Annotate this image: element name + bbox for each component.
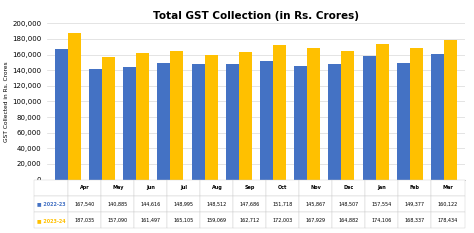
Bar: [55, 49, 68, 179]
Bar: [273, 45, 286, 179]
Bar: [375, 44, 389, 179]
Bar: [102, 57, 115, 179]
Bar: [328, 64, 341, 179]
Bar: [260, 61, 273, 179]
Bar: [239, 52, 252, 179]
Title: Total GST Collection (in Rs. Crores): Total GST Collection (in Rs. Crores): [153, 11, 359, 21]
Bar: [431, 55, 444, 179]
Bar: [68, 33, 81, 179]
Bar: [205, 55, 218, 179]
Bar: [363, 56, 375, 179]
Bar: [410, 48, 423, 179]
Bar: [226, 64, 239, 179]
Bar: [191, 64, 205, 179]
Bar: [137, 53, 149, 179]
Bar: [341, 51, 355, 179]
Bar: [294, 65, 307, 179]
Bar: [397, 63, 410, 179]
Bar: [89, 69, 102, 179]
Bar: [171, 51, 183, 179]
Bar: [444, 40, 457, 179]
Bar: [157, 63, 171, 179]
Bar: [123, 67, 137, 179]
Bar: [307, 48, 320, 179]
Y-axis label: GST Collected in Rs. Crores: GST Collected in Rs. Crores: [4, 61, 9, 142]
